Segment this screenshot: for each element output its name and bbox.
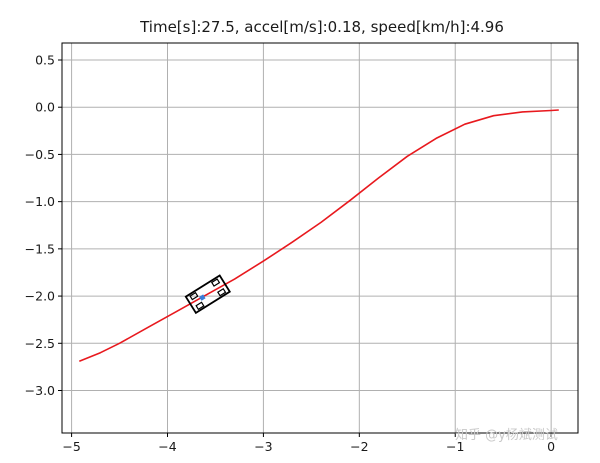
vehicle-body (184, 274, 232, 315)
watermark: 知乎 @y杨斌测试 (455, 428, 558, 443)
vehicle-wheel (195, 301, 205, 311)
x-tick-label: −1 (446, 439, 464, 454)
chart-title: Time[s]:27.5, accel[m/s]:0.18, speed[km/… (139, 18, 504, 36)
y-tick-label: −2.0 (25, 289, 55, 304)
vehicle-wheel (189, 291, 199, 301)
y-tick-label: 0.0 (35, 100, 55, 115)
x-tick-label: −5 (62, 439, 80, 454)
grid-layer (62, 43, 578, 433)
y-tick-label: −2.5 (25, 336, 55, 351)
plot-frame (61, 42, 579, 434)
y-tick-label: −1.5 (25, 241, 55, 256)
x-tick-label: 0 (547, 439, 555, 454)
vehicle-marker (199, 294, 206, 301)
tick-layer: −5 −4 −3 −2 −1 0 0.5 0.0 −0.5 −1.0 −1.5 −2.0 −2.5 −3.… (25, 52, 556, 454)
x-tick-label: −4 (158, 439, 176, 454)
data-layer (79, 109, 559, 362)
y-tick-label: −1.0 (25, 194, 55, 209)
y-tick-label: 0.5 (35, 52, 55, 67)
vehicle (184, 274, 232, 315)
vehicle-wheel (217, 287, 227, 297)
y-tick-label: −3.0 (25, 383, 55, 398)
y-tick-label: −0.5 (25, 147, 55, 162)
series-line (79, 109, 559, 362)
vehicle-wheel (210, 278, 221, 287)
vehicle-outline (184, 274, 232, 315)
x-tick-label: −2 (350, 439, 368, 454)
x-tick-label: −3 (254, 439, 272, 454)
